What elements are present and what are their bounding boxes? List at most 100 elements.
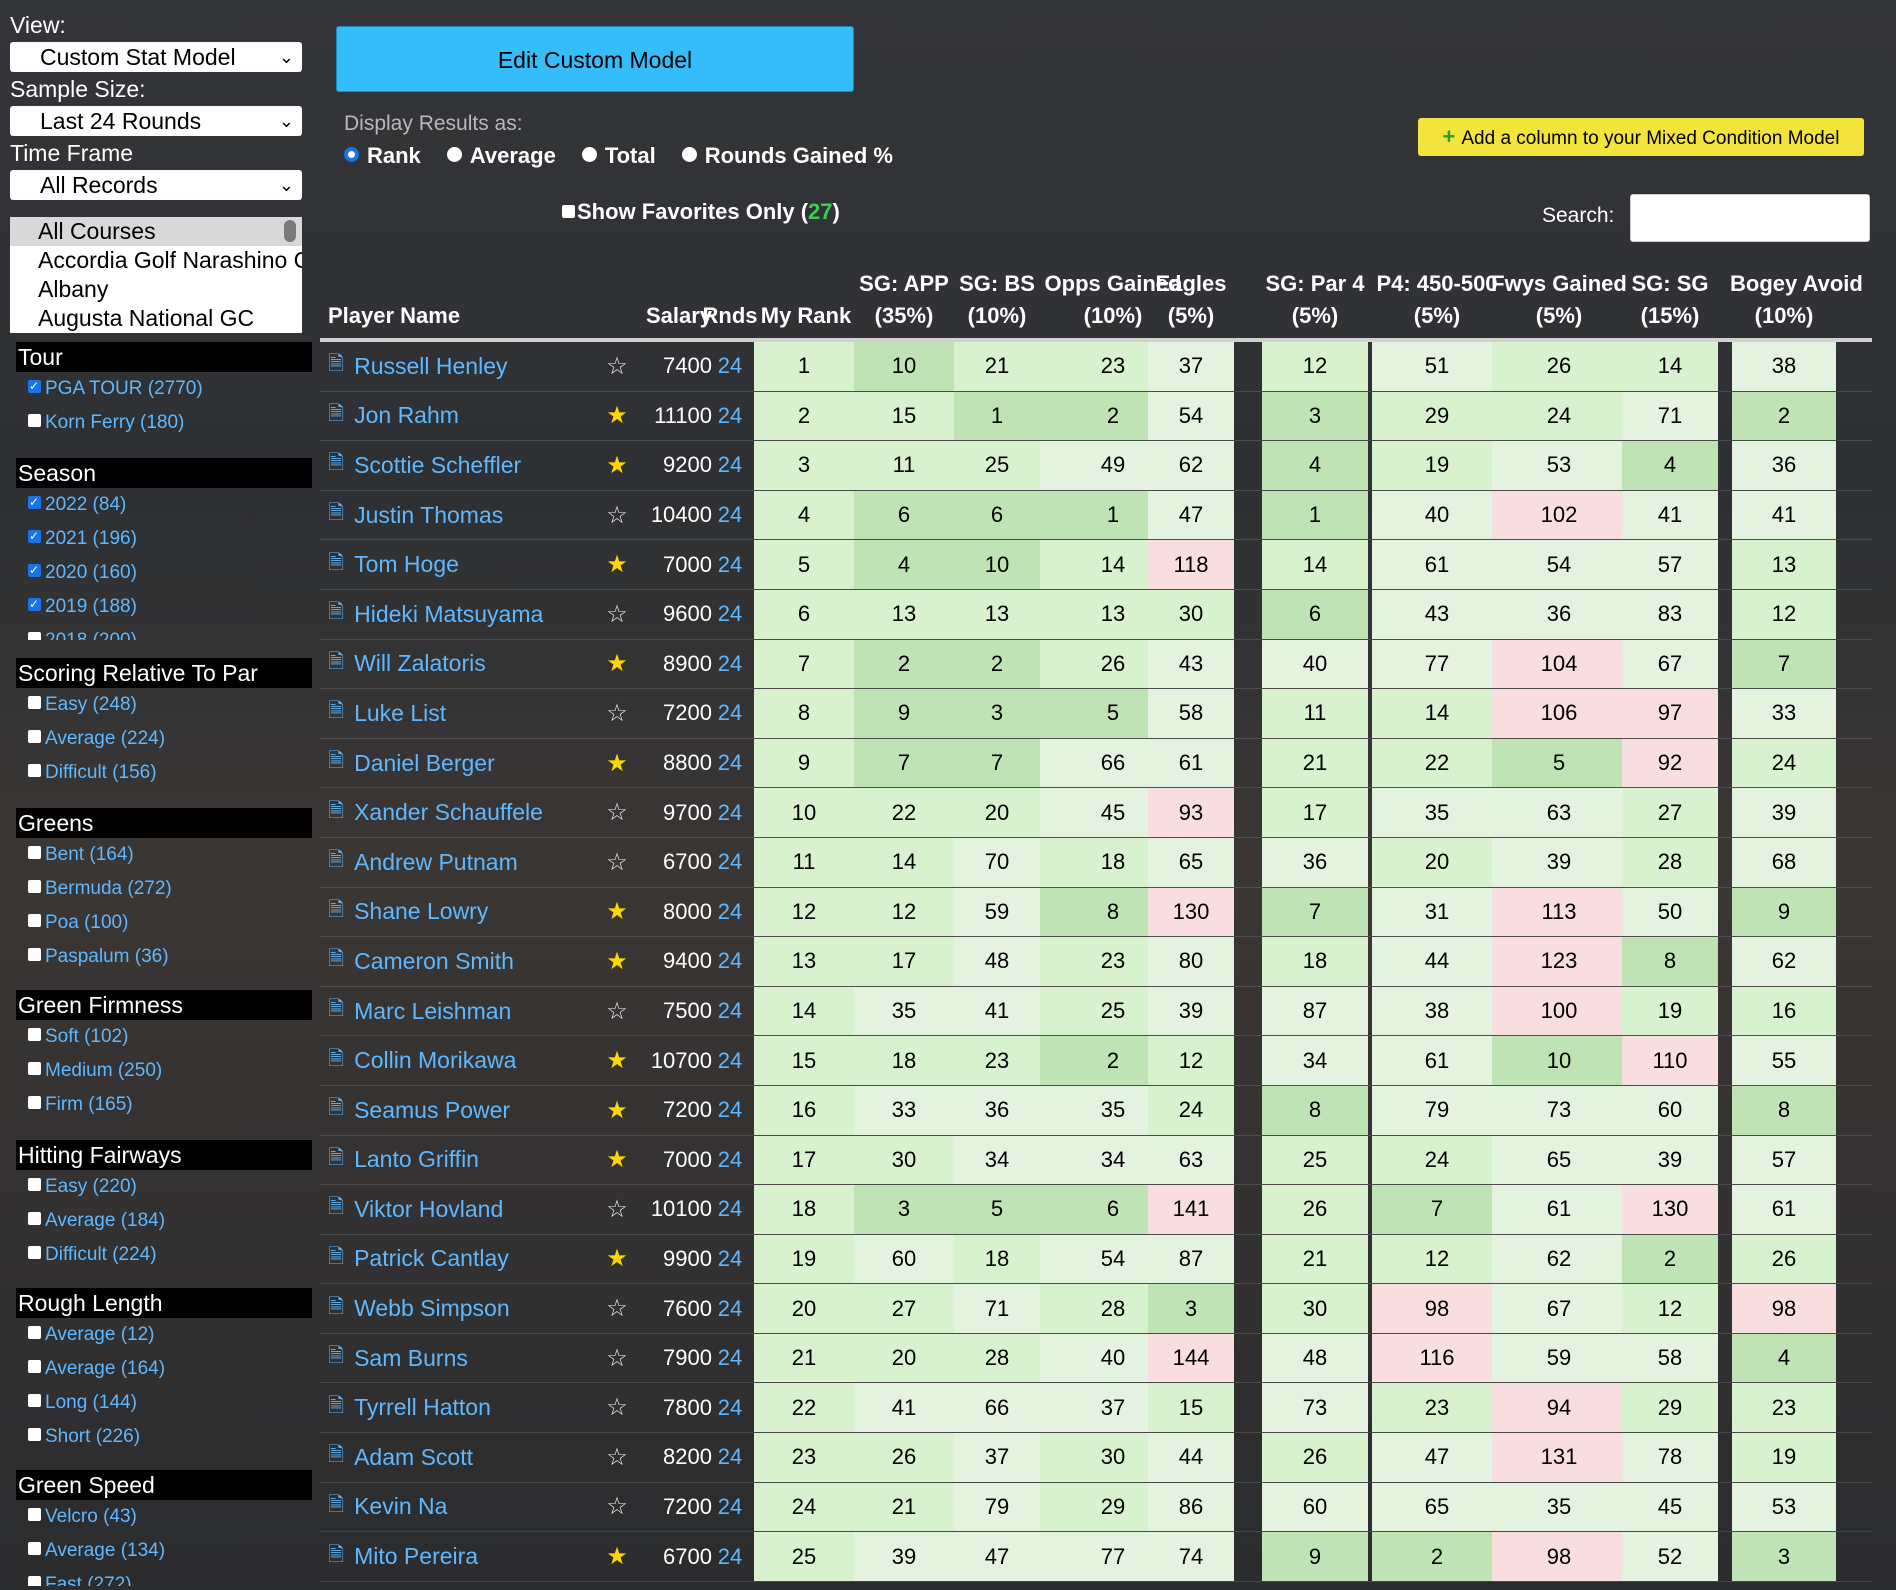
document-icon[interactable]: 🗎 <box>328 1245 345 1268</box>
document-icon[interactable]: 🗎 <box>328 601 345 624</box>
favorite-star-icon[interactable]: ☆ <box>606 1195 628 1223</box>
radio-button[interactable] <box>344 146 359 162</box>
document-icon[interactable]: 🗎 <box>328 849 345 872</box>
filter-option[interactable]: Long (144) <box>16 1386 312 1420</box>
player-name-link[interactable]: 🗎 Marc Leishman <box>328 987 598 1036</box>
time-frame-select[interactable]: All Records ⌄ <box>10 170 302 200</box>
filter-option[interactable]: Short (226) <box>16 1420 312 1454</box>
player-name-link[interactable]: 🗎 Justin Thomas <box>328 491 598 540</box>
player-name[interactable]: Patrick Cantlay <box>354 1245 509 1272</box>
favorite-star-icon[interactable]: ☆ <box>606 699 628 727</box>
rounds-link[interactable]: 24 <box>717 898 743 924</box>
player-name-link[interactable]: 🗎 Shane Lowry <box>328 888 598 937</box>
player-name-link[interactable]: 🗎 Luke List <box>328 689 598 738</box>
player-name[interactable]: Russell Henley <box>354 352 508 379</box>
document-icon[interactable]: 🗎 <box>328 402 345 425</box>
filter-checkbox[interactable] <box>28 519 41 553</box>
filter-option[interactable]: Average (134) <box>16 1534 312 1568</box>
filter-checkbox[interactable] <box>28 1360 41 1374</box>
favorite-star-icon[interactable]: ★ <box>606 1146 628 1174</box>
player-name[interactable]: Mito Pereira <box>354 1543 479 1570</box>
view-select[interactable]: Custom Stat Model ⌄ <box>10 42 302 72</box>
player-name-link[interactable]: 🗎 Lanto Griffin <box>328 1136 598 1185</box>
player-name-link[interactable]: 🗎 Russell Henley <box>328 342 598 391</box>
radio-button[interactable] <box>581 146 597 162</box>
course-option[interactable]: All Courses <box>10 217 302 246</box>
column-header-stat[interactable]: SG: Par 4 (5%) <box>1260 268 1370 332</box>
filter-option[interactable]: Velcro (43) <box>16 1500 312 1534</box>
column-header-stat[interactable]: Opps Gained (10%) <box>1038 268 1188 332</box>
filter-option[interactable]: 2018 (200) <box>16 624 312 640</box>
filter-checkbox[interactable] <box>28 1178 41 1192</box>
radio-button[interactable] <box>446 146 462 162</box>
player-name[interactable]: Tom Hoge <box>354 551 459 578</box>
document-icon[interactable]: 🗎 <box>328 1146 345 1169</box>
filter-checkbox[interactable] <box>28 1028 41 1042</box>
player-name[interactable]: Marc Leishman <box>354 997 512 1024</box>
column-header-stat[interactable]: SG: BS (10%) <box>952 268 1042 332</box>
favorite-star-icon[interactable]: ★ <box>606 947 628 975</box>
filter-option[interactable]: Difficult (156) <box>16 756 312 790</box>
column-header-player-name[interactable]: Player Name <box>328 303 461 328</box>
rounds-link[interactable]: 24 <box>717 402 743 428</box>
player-name[interactable]: Collin Morikawa <box>354 1047 517 1074</box>
document-icon[interactable]: 🗎 <box>328 1345 345 1368</box>
document-icon[interactable]: 🗎 <box>328 1444 345 1467</box>
display-mode-radio[interactable]: Total <box>581 143 656 169</box>
player-name-link[interactable]: 🗎 Sam Burns <box>328 1334 598 1383</box>
favorite-star-icon[interactable]: ☆ <box>606 799 628 827</box>
rounds-link[interactable]: 24 <box>717 551 743 577</box>
player-name[interactable]: Kevin Na <box>354 1493 448 1520</box>
favorite-star-icon[interactable]: ★ <box>606 1047 628 1075</box>
show-favorites-checkbox[interactable] <box>562 204 575 218</box>
filter-option[interactable]: Fast (272) <box>16 1568 312 1586</box>
player-name-link[interactable]: 🗎 Xander Schauffele <box>328 788 598 837</box>
favorite-star-icon[interactable]: ☆ <box>606 848 628 876</box>
course-option[interactable]: Accordia Golf Narashino C <box>38 247 302 273</box>
column-header-rnds[interactable]: Rnds <box>702 303 758 328</box>
player-name[interactable]: Cameron Smith <box>354 947 514 974</box>
filter-option[interactable]: Soft (102) <box>16 1020 312 1054</box>
column-header-stat[interactable]: P4: 450-500 (5%) <box>1370 268 1504 332</box>
filter-checkbox[interactable] <box>28 369 41 403</box>
filter-checkbox[interactable] <box>28 730 41 744</box>
filter-checkbox[interactable] <box>28 1428 41 1442</box>
filter-checkbox[interactable] <box>28 587 41 621</box>
player-name-link[interactable]: 🗎 Andrew Putnam <box>328 838 598 887</box>
document-icon[interactable]: 🗎 <box>328 551 345 574</box>
rounds-link[interactable]: 24 <box>717 1543 743 1569</box>
filter-option[interactable]: 2022 (84) <box>16 485 312 522</box>
player-name[interactable]: Adam Scott <box>354 1443 473 1470</box>
player-name[interactable]: Sam Burns <box>354 1344 468 1371</box>
player-name[interactable]: Hideki Matsuyama <box>354 600 544 627</box>
course-option[interactable]: Albany <box>38 276 109 302</box>
display-mode-radio[interactable]: Rounds Gained % <box>681 143 893 169</box>
filter-checkbox[interactable] <box>28 1062 41 1076</box>
filter-checkbox[interactable] <box>28 1394 41 1408</box>
display-mode-radio[interactable]: Average <box>446 143 556 169</box>
player-name-link[interactable]: 🗎 Adam Scott <box>328 1433 598 1482</box>
display-mode-radio[interactable]: Rank <box>344 143 421 169</box>
document-icon[interactable]: 🗎 <box>328 1394 345 1417</box>
favorite-star-icon[interactable]: ☆ <box>606 501 628 529</box>
player-name[interactable]: Webb Simpson <box>354 1295 510 1322</box>
document-icon[interactable]: 🗎 <box>328 502 345 525</box>
favorite-star-icon[interactable]: ★ <box>606 551 628 579</box>
filter-checkbox[interactable] <box>28 914 41 928</box>
filter-checkbox[interactable] <box>28 1212 41 1226</box>
rounds-link[interactable]: 24 <box>717 650 743 676</box>
rounds-link[interactable]: 24 <box>717 502 743 528</box>
filter-checkbox[interactable] <box>28 846 41 860</box>
player-name-link[interactable]: 🗎 Mito Pereira <box>328 1532 598 1581</box>
document-icon[interactable]: 🗎 <box>328 750 345 773</box>
favorite-star-icon[interactable]: ☆ <box>606 352 628 380</box>
favorite-star-icon[interactable]: ★ <box>606 749 628 777</box>
favorite-star-icon[interactable]: ☆ <box>606 1344 628 1372</box>
filter-checkbox[interactable] <box>28 1096 41 1110</box>
favorite-star-icon[interactable]: ☆ <box>606 1443 628 1471</box>
player-name-link[interactable]: 🗎 Seamus Power <box>328 1086 598 1135</box>
filter-checkbox[interactable] <box>28 880 41 894</box>
player-name-link[interactable]: 🗎 Hideki Matsuyama <box>328 590 598 639</box>
rounds-link[interactable]: 24 <box>717 1097 743 1123</box>
filter-option[interactable]: Medium (250) <box>16 1054 312 1088</box>
